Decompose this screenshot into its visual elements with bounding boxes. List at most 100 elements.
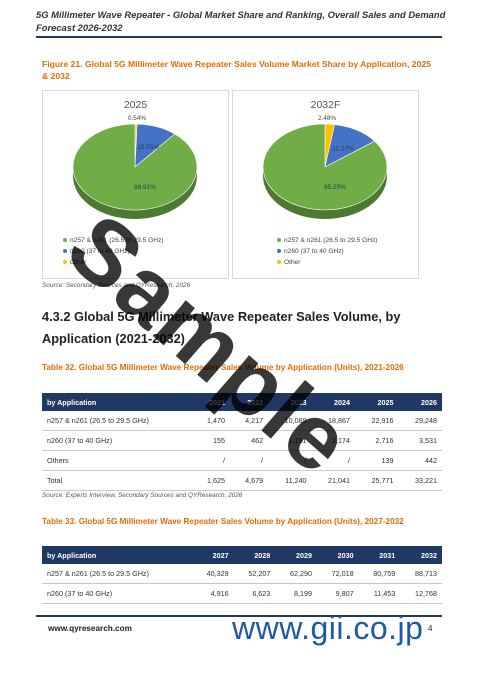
column-header-year: 2031: [358, 546, 401, 564]
table-cell: 4,916: [192, 583, 234, 604]
table33: by Application 2027 2028 2029 2030 2031 2032 n…: [42, 546, 442, 604]
table-cell: 11,453: [358, 583, 401, 604]
figure-source: Source: Secondary Sources and QYResearch…: [42, 282, 191, 289]
column-header-year: 2022: [230, 393, 269, 411]
pie-slice: [72, 123, 198, 211]
row-label: n257 & n261 (26.5 to 29.5 GHz): [42, 411, 192, 431]
legend-swatch: [277, 249, 281, 254]
table-cell: 21,041: [311, 470, 356, 491]
table-cell: 22,916: [355, 411, 399, 431]
table-cell: 155: [192, 430, 231, 451]
legend-swatch: [277, 260, 281, 265]
legend-item: n260 (37 to 40 GHz): [63, 246, 248, 257]
column-header-year: 2021: [192, 393, 231, 411]
data-label: 85.25%: [324, 184, 346, 191]
row-label: Total: [42, 470, 192, 491]
pie-side: [73, 167, 197, 219]
table-cell: /: [230, 450, 269, 471]
table-cell: 80,759: [358, 564, 401, 584]
legend-label: Other: [70, 259, 87, 266]
data-label: 10.55%: [137, 144, 159, 151]
row-label: Others: [42, 450, 192, 471]
data-label: 2.48%: [318, 115, 336, 122]
data-label: 12.27%: [332, 146, 354, 153]
chart-title-2025: 2025: [123, 99, 148, 111]
table-cell: 88,713: [400, 564, 442, 584]
table-cell: 6,623: [233, 583, 276, 604]
table33-title: Table 33. Global 5G Millimeter Wave Repe…: [42, 517, 404, 526]
report-title: 5G Millimeter Wave Repeater - Global Mar…: [36, 9, 446, 33]
legend-label: n260 (37 to 40 GHz): [284, 248, 344, 255]
table-cell: 1,470: [192, 411, 231, 431]
table-cell: 29,248: [398, 411, 442, 431]
footer-url: www.qyresearch.com: [48, 624, 132, 633]
legend-swatch: [63, 260, 67, 265]
legend-item: Other: [277, 257, 462, 268]
table-cell: 12,768: [400, 583, 442, 604]
legend-swatch: [277, 238, 281, 243]
table-cell: 8,199: [275, 583, 317, 604]
table-cell: 4,217: [230, 411, 269, 431]
row-label: n260 (37 to 40 GHz): [42, 430, 192, 451]
table-cell: 1,625: [192, 470, 231, 491]
pie-2032f-svg: 2.48% 12.27% 85.25%: [262, 115, 388, 219]
table-cell: 52,207: [233, 564, 276, 584]
table-cell: 11,240: [268, 470, 312, 491]
column-header-year: 2027: [192, 546, 234, 564]
column-header-year: 2026: [398, 393, 442, 411]
column-header-year: 2024: [311, 393, 356, 411]
column-header-application: by Application: [42, 546, 192, 564]
legend-label: Other: [284, 259, 301, 266]
table32-source: Source: Experts Interview, Secondary Sou…: [42, 492, 243, 499]
legend-item: n257 & n261 (26.5 to 29.5 GHz): [277, 235, 462, 246]
row-label: n260 (37 to 40 GHz): [42, 583, 192, 604]
page-number: 4: [428, 624, 433, 633]
section-heading: 4.3.2 Global 5G Millimeter Wave Repeater…: [42, 309, 401, 346]
header-divider: [36, 36, 442, 38]
legend-swatch: [63, 238, 67, 243]
table-cell: 9,807: [316, 583, 359, 604]
column-header-year: 2025: [355, 393, 399, 411]
legend-item: n257 & n261 (26.5 to 29.5 GHz): [63, 235, 248, 246]
table-row: n260 (37 to 40 GHz) 4,916 6,623 8,199 9,807 1…: [42, 583, 442, 604]
pie-chart-2032f: 2032F 2.48% 12.27% 85.25% n257 & n261 (26.…: [232, 90, 419, 279]
table32-title: Table 32. Global 5G Millimeter Wave Repe…: [42, 363, 404, 372]
column-header-year: 2023: [268, 393, 312, 411]
table-cell: 40,329: [192, 564, 234, 584]
data-label: 0.54%: [128, 115, 146, 122]
pie-slice: [262, 123, 388, 211]
footer-divider: [36, 615, 442, 617]
table-cell: 2,174: [311, 430, 356, 451]
column-header-year: 2028: [233, 546, 276, 564]
table-row: n257 & n261 (26.5 to 29.5 GHz) 40,329 52,2…: [42, 564, 442, 584]
table-cell: /: [311, 450, 356, 471]
gii-logo: www.gii.co.jp: [232, 610, 424, 646]
figure-title: Figure 21. Global 5G Millimeter Wave Rep…: [42, 59, 431, 81]
table-row: Total 1,625 4,679 11,240 21,041 25,771 33,221: [42, 470, 442, 491]
column-header-year: 2032: [400, 546, 442, 564]
table-cell: 442: [398, 450, 442, 471]
legend-label: n257 & n261 (26.5 to 29.5 GHz): [70, 237, 164, 244]
pie-side: [263, 167, 387, 219]
legend-label: n260 (37 to 40 GHz): [70, 248, 130, 255]
table-cell: 4,679: [230, 470, 269, 491]
data-label: 88.91%: [134, 184, 156, 191]
table-cell: 62,290: [275, 564, 317, 584]
table-cell: 139: [355, 450, 399, 471]
table-cell: /: [268, 450, 312, 471]
table-cell: 25,771: [355, 470, 399, 491]
row-label: n257 & n261 (26.5 to 29.5 GHz): [42, 564, 192, 584]
table-cell: 462: [230, 430, 269, 451]
table-cell: 1,151: [268, 430, 312, 451]
table-row: n260 (37 to 40 GHz) 155 462 1,151 2,174 2,716…: [42, 430, 442, 451]
legend-swatch: [63, 249, 67, 254]
legend-2032f: n257 & n261 (26.5 to 29.5 GHz) n260 (37 …: [277, 235, 462, 268]
legend-item: Other: [63, 257, 248, 268]
column-header-year: 2029: [275, 546, 317, 564]
table-cell: 18,867: [311, 411, 356, 431]
chart-title-2032f: 2032F: [310, 99, 341, 111]
pie-2025-svg: 0.54% 10.55% 88.91%: [72, 115, 198, 219]
legend-item: n260 (37 to 40 GHz): [277, 246, 462, 257]
column-header-year: 2030: [316, 546, 359, 564]
